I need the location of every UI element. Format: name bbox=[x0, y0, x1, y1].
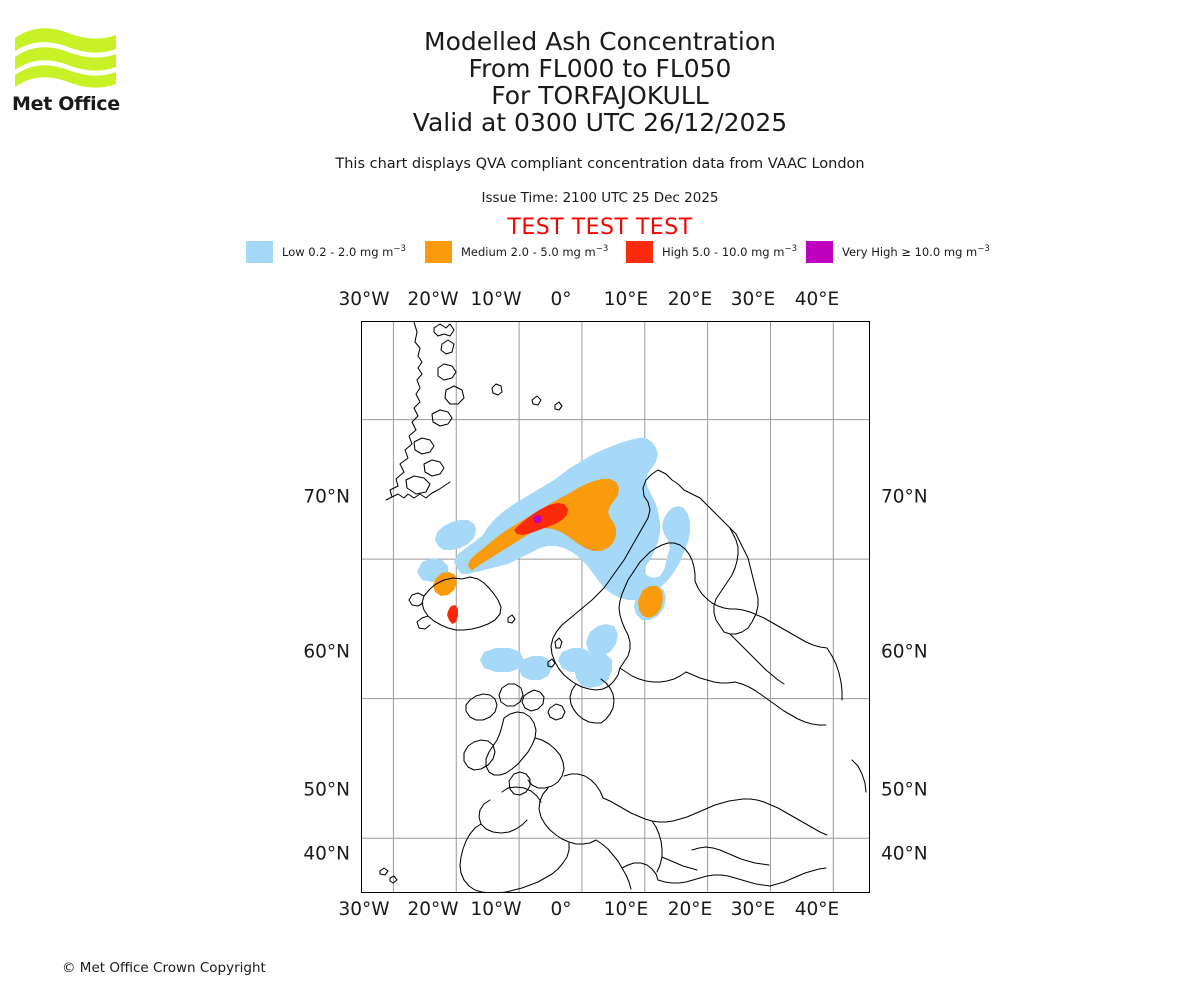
lon-label-top-20e: 20°E bbox=[667, 289, 713, 310]
lon-label-top-30e: 30°E bbox=[730, 289, 776, 310]
lat-label-left-70n: 70°N bbox=[303, 486, 350, 508]
lon-label-top-30w: 30°W bbox=[338, 289, 390, 310]
legend-exponent-low: −3 bbox=[393, 244, 406, 255]
lat-label-left-40n: 40°N bbox=[303, 843, 350, 865]
legend-text-low: Low 0.2 - 2.0 mg m bbox=[282, 245, 394, 259]
title-main: Modelled Ash Concentration bbox=[424, 27, 776, 56]
lon-label-top-10e: 10°E bbox=[603, 289, 649, 310]
ash-concentration-map: 30°W 20°W 10°W 0° 10°E 20°E 30°E 40°E 30… bbox=[303, 289, 927, 920]
lon-label-bottom-30e: 30°E bbox=[730, 899, 776, 920]
legend-item-very-high: Very High ≥ 10.0 mg m−3 bbox=[806, 240, 990, 264]
legend-swatch-high bbox=[626, 241, 653, 263]
legend-item-high: High 5.0 - 10.0 mg m−3 bbox=[626, 240, 797, 264]
title-flight-levels: From FL000 to FL050 bbox=[468, 54, 732, 83]
met-office-wave-mark bbox=[15, 28, 116, 88]
lon-label-top-0: 0° bbox=[550, 289, 572, 310]
title-valid-at: Valid at 0300 UTC 26/12/2025 bbox=[412, 108, 788, 137]
met-office-logo-text: Met Office bbox=[12, 93, 120, 115]
lon-label-bottom-10w: 10°W bbox=[470, 899, 522, 920]
ash-layer-low bbox=[417, 438, 690, 688]
lat-label-right-60n: 60°N bbox=[881, 641, 928, 663]
lon-label-bottom-40e: 40°E bbox=[794, 899, 840, 920]
legend-item-medium: Medium 2.0 - 5.0 mg m−3 bbox=[425, 240, 608, 264]
map-frame bbox=[361, 321, 870, 893]
issue-time: Issue Time: 2100 UTC 25 Dec 2025 bbox=[481, 190, 719, 206]
lat-label-right-40n: 40°N bbox=[881, 843, 928, 865]
lat-label-right-70n: 70°N bbox=[881, 486, 928, 508]
lat-label-left-50n: 50°N bbox=[303, 779, 350, 801]
legend-text-very-high: Very High ≥ 10.0 mg m bbox=[842, 245, 978, 259]
chart-subtitle: This chart displays QVA compliant concen… bbox=[335, 156, 865, 172]
lon-label-top-10w: 10°W bbox=[470, 289, 522, 310]
lat-label-left-60n: 60°N bbox=[303, 641, 350, 663]
concentration-legend: Low 0.2 - 2.0 mg m−3 Medium 2.0 - 5.0 mg… bbox=[246, 240, 1006, 264]
ash-layer-very-high bbox=[533, 515, 542, 523]
legend-text-medium: Medium 2.0 - 5.0 mg m bbox=[461, 245, 596, 259]
legend-exponent-very-high: −3 bbox=[977, 244, 990, 255]
map-coastlines bbox=[379, 322, 867, 892]
legend-text-high: High 5.0 - 10.0 mg m bbox=[662, 245, 785, 259]
lon-label-bottom-10e: 10°E bbox=[603, 899, 649, 920]
title-volcano: For TORFAJOKULL bbox=[491, 81, 709, 110]
legend-exponent-high: −3 bbox=[784, 244, 797, 255]
test-banner: TEST TEST TEST bbox=[507, 215, 693, 240]
legend-swatch-medium bbox=[425, 241, 452, 263]
legend-exponent-medium: −3 bbox=[595, 244, 609, 255]
copyright-notice: © Met Office Crown Copyright bbox=[62, 960, 266, 976]
lon-label-top-20w: 20°W bbox=[407, 289, 459, 310]
legend-label-high: High 5.0 - 10.0 mg m−3 bbox=[662, 245, 797, 259]
map-canvas bbox=[362, 322, 869, 892]
page-title: Modelled Ash Concentration From FL000 to… bbox=[130, 28, 1070, 136]
map-gridlines bbox=[362, 322, 869, 892]
legend-swatch-low bbox=[246, 241, 273, 263]
legend-label-low: Low 0.2 - 2.0 mg m−3 bbox=[282, 245, 406, 259]
lon-label-bottom-0: 0° bbox=[550, 899, 572, 920]
legend-item-low: Low 0.2 - 2.0 mg m−3 bbox=[246, 240, 406, 264]
lon-label-bottom-20w: 20°W bbox=[407, 899, 459, 920]
legend-label-medium: Medium 2.0 - 5.0 mg m−3 bbox=[461, 245, 608, 259]
legend-swatch-very-high bbox=[806, 241, 833, 263]
lon-label-bottom-20e: 20°E bbox=[667, 899, 713, 920]
lon-label-bottom-30w: 30°W bbox=[338, 899, 390, 920]
lat-label-right-50n: 50°N bbox=[881, 779, 928, 801]
legend-label-very-high: Very High ≥ 10.0 mg m−3 bbox=[842, 245, 990, 259]
met-office-logo: Met Office bbox=[12, 24, 122, 115]
lon-label-top-40e: 40°E bbox=[794, 289, 840, 310]
